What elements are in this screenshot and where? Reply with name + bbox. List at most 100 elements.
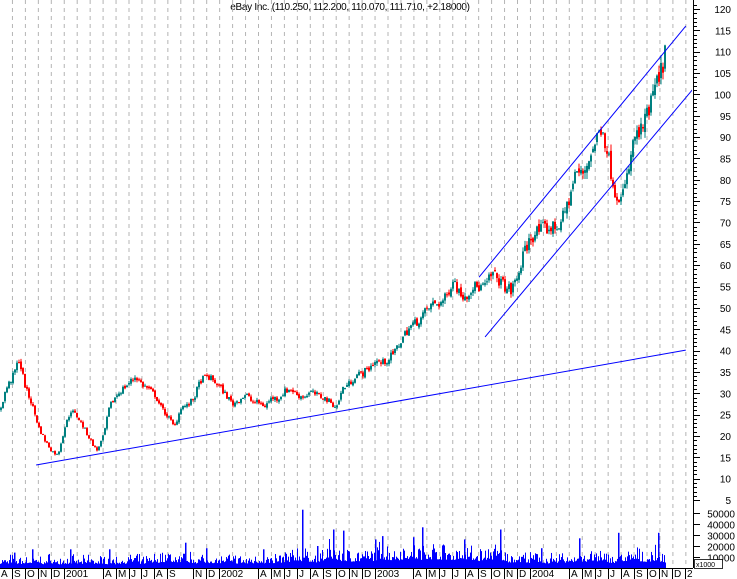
candle-body: [370, 365, 372, 370]
candle-body: [96, 447, 98, 451]
volume-bar: [644, 561, 645, 568]
volume-bar: [369, 559, 370, 568]
candle-body: [532, 238, 534, 243]
candle: [84, 427, 86, 429]
candle: [400, 343, 402, 349]
candle: [332, 401, 334, 408]
volume-bar: [646, 561, 647, 568]
candle-body: [328, 398, 330, 402]
candle: [210, 374, 212, 381]
candle: [482, 282, 484, 286]
trendline: [478, 25, 687, 278]
candle: [430, 303, 432, 313]
candle: [486, 277, 488, 286]
volume-bar: [455, 559, 456, 568]
volume-bar: [652, 555, 653, 568]
volume-bar: [601, 557, 602, 568]
candle: [360, 370, 362, 374]
price-tick-label: 70: [720, 219, 732, 230]
candle-body: [128, 383, 130, 385]
candle-body: [82, 422, 84, 428]
volume-bar: [267, 557, 268, 568]
candle: [610, 144, 612, 181]
candle-body: [338, 400, 340, 405]
volume-bar: [513, 562, 514, 568]
candle-body: [304, 396, 306, 398]
volume-bar: [634, 558, 635, 568]
volume-bar: [640, 561, 641, 568]
volume-spike: [422, 527, 424, 568]
volume-bar: [398, 558, 399, 568]
volume-bar: [515, 562, 516, 568]
volume-bar: [403, 548, 404, 568]
candle: [120, 391, 122, 396]
volume-bar: [507, 554, 508, 568]
volume-bar: [159, 562, 160, 568]
candle-body: [102, 435, 104, 441]
volume-bar: [621, 554, 622, 568]
volume-bar: [214, 562, 215, 568]
volume-bar: [79, 562, 80, 568]
volume-bar: [417, 558, 418, 568]
volume-bar: [261, 561, 262, 568]
volume-bar: [168, 553, 169, 568]
candle-body: [506, 288, 508, 294]
candle: [52, 451, 54, 453]
volume-bar: [148, 561, 149, 568]
candle: [180, 407, 182, 415]
candle-body: [494, 269, 496, 272]
candle-body: [254, 402, 256, 404]
candle-body: [398, 346, 400, 348]
volume-bar: [75, 562, 76, 568]
candle-body: [318, 393, 320, 395]
candle: [586, 163, 588, 179]
volume-unit-box: [694, 559, 723, 569]
price-tick-label: 90: [720, 133, 732, 144]
candle: [192, 398, 194, 402]
volume-bar: [246, 558, 247, 568]
volume-bar: [610, 558, 611, 568]
volume-bar: [482, 560, 483, 568]
time-tick-label: A: [260, 569, 267, 579]
candle-body: [210, 375, 212, 381]
volume-bar: [346, 561, 347, 568]
volume-bar: [23, 563, 24, 568]
candle-body: [534, 234, 536, 241]
price-tick-label: 55: [720, 283, 732, 294]
candle: [148, 385, 150, 390]
volume-bar: [91, 559, 92, 568]
candle-body: [298, 394, 300, 398]
candle-body: [404, 331, 406, 336]
candle-body: [228, 397, 230, 400]
candle: [272, 395, 274, 402]
volume-bar: [312, 559, 313, 568]
volume-bar: [374, 552, 375, 568]
candle-body: [628, 169, 630, 174]
candle: [178, 412, 180, 425]
candle-body: [212, 375, 214, 381]
volume-bar: [528, 559, 529, 568]
candle-body: [596, 133, 598, 143]
volume-spike: [579, 538, 581, 568]
volume-bar: [102, 563, 103, 568]
candle-body: [550, 227, 552, 232]
candle-body: [450, 289, 452, 297]
volume-bar: [34, 560, 35, 568]
volume-bar: [347, 549, 348, 568]
candle-body: [18, 362, 20, 364]
volume-bar: [28, 562, 29, 568]
volume-bar: [453, 555, 454, 568]
candle: [170, 415, 172, 421]
volume-bar: [588, 559, 589, 568]
candle-body: [10, 382, 12, 384]
candle-body: [118, 393, 120, 396]
volume-bar: [499, 552, 500, 568]
volume-bar: [590, 553, 591, 568]
candle: [384, 358, 386, 367]
volume-bar: [559, 554, 560, 568]
candle-body: [456, 282, 458, 293]
volume-bar: [578, 558, 579, 568]
volume-bar: [345, 560, 346, 568]
volume-bar: [81, 561, 82, 568]
candle-body: [194, 397, 196, 400]
